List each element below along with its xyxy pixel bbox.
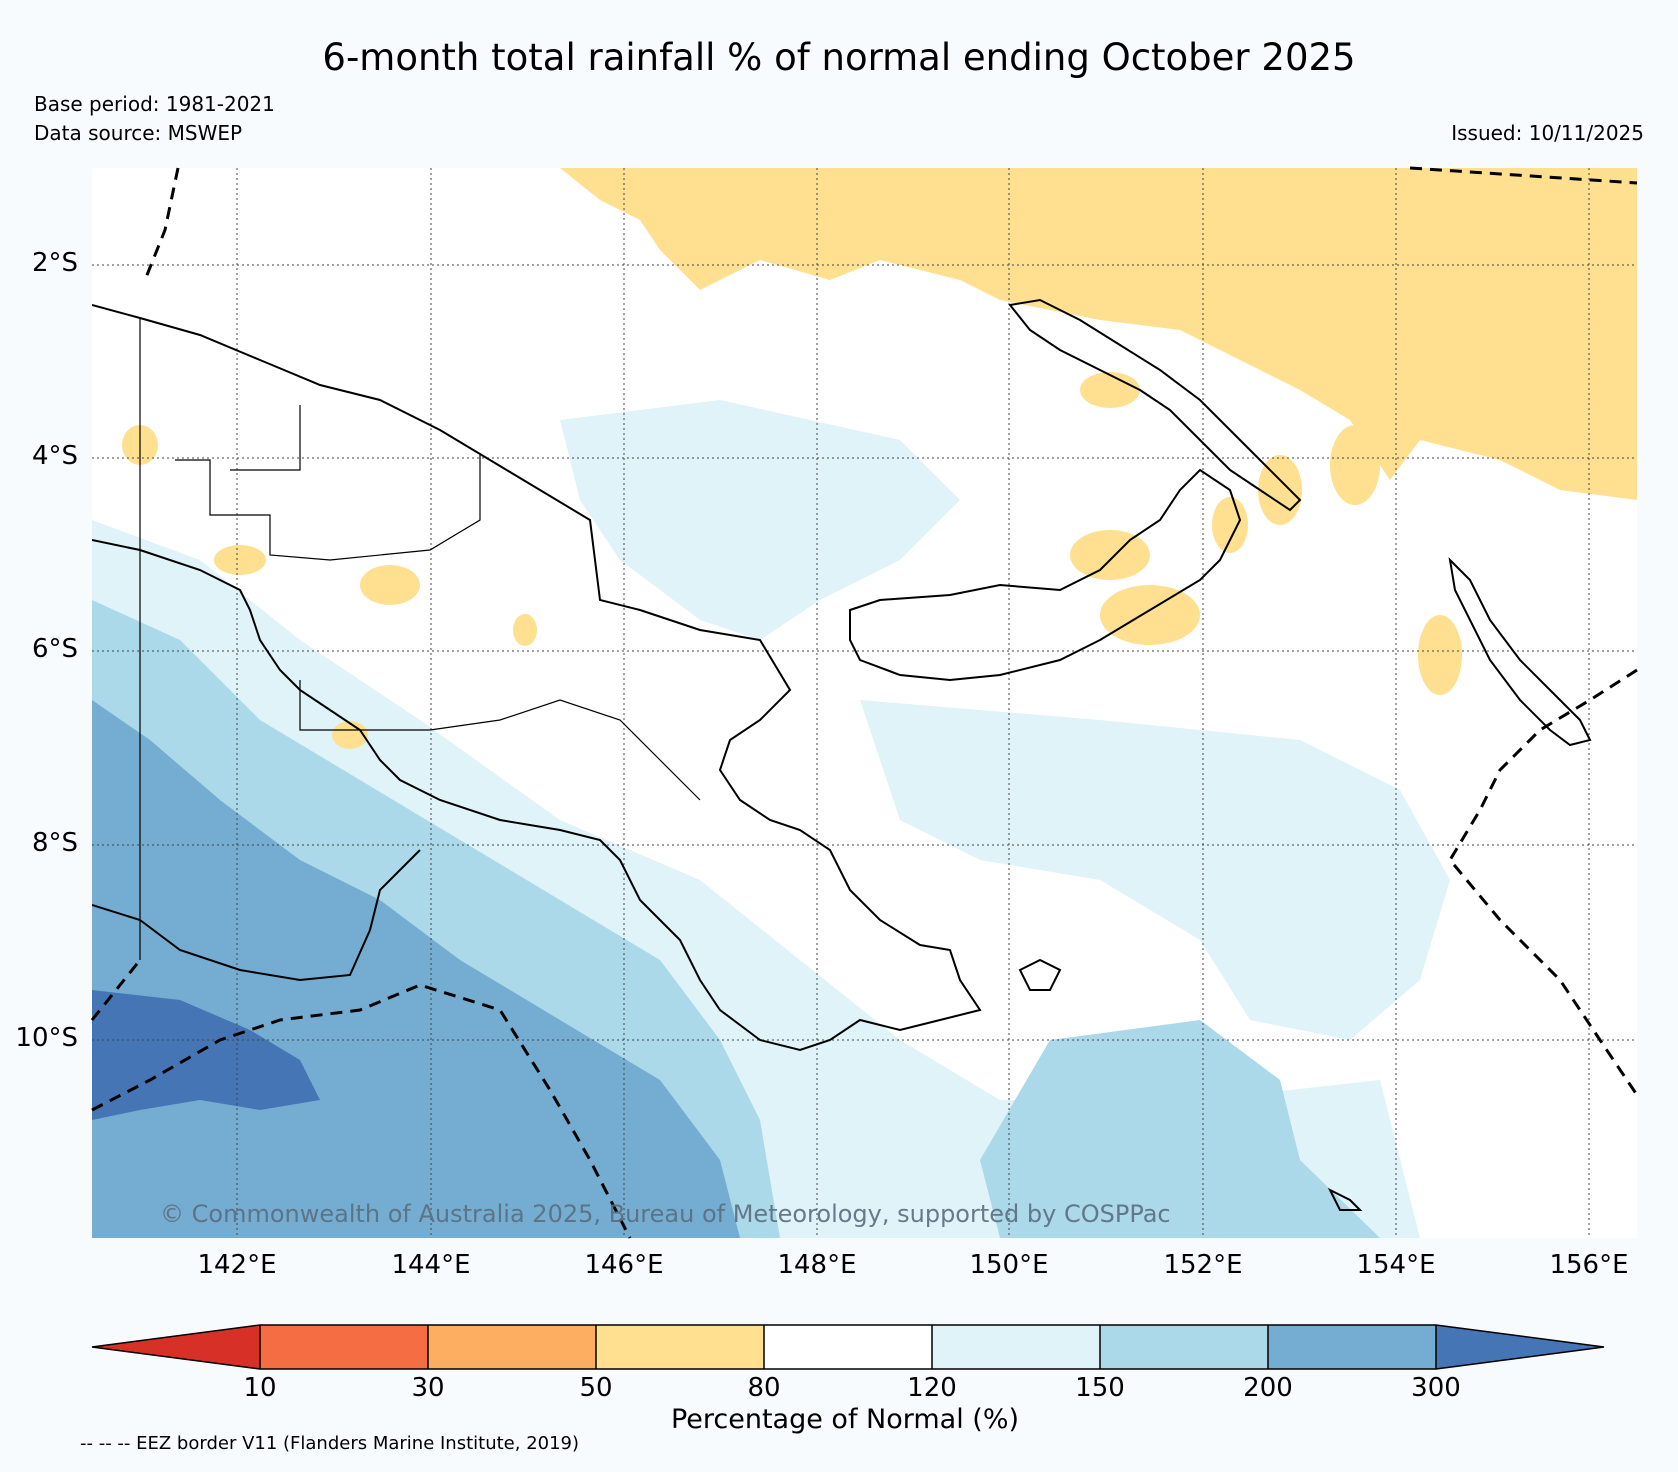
louisiade-islands [1327, 1187, 1363, 1211]
dry-patch [1080, 372, 1140, 408]
dry-patch [1258, 455, 1302, 525]
base-period: Base period: 1981-2021 [34, 92, 275, 116]
lat-label-6s: 6°S [31, 634, 78, 664]
chart-title: 6-month total rainfall % of normal endin… [322, 36, 1356, 79]
lat-label-10s: 10°S [15, 1023, 78, 1053]
colorbar-swatch [764, 1325, 932, 1369]
graticule [92, 168, 1637, 1238]
colorbar-title: Percentage of Normal (%) [670, 1404, 1020, 1435]
colorbar-swatch [596, 1325, 764, 1369]
milne-bay-islands [1018, 958, 1062, 991]
wet-region-east [860, 700, 1450, 1040]
lat-label-4s: 4°S [31, 441, 78, 471]
lat-label-8s: 8°S [31, 828, 78, 858]
colorbar-swatch [260, 1325, 428, 1369]
dry-patch [1212, 497, 1248, 553]
new-britain-coast [849, 468, 1242, 682]
dry-patch [1418, 615, 1462, 695]
dry-patch [214, 545, 266, 575]
data-source: Data source: MSWEP [34, 121, 243, 145]
colorbar-extend-high [1436, 1325, 1604, 1369]
provincial-borders [139, 318, 701, 960]
dry-patch [1330, 425, 1380, 505]
eez-border [90, 166, 1639, 1239]
lon-label-142e: 142°E [197, 1250, 277, 1280]
colorbar-swatch [932, 1325, 1100, 1369]
wet-region-southwest-4 [92, 990, 320, 1120]
colorbar-tick-label: 50 [579, 1373, 613, 1403]
dry-patch [1070, 530, 1150, 580]
colorbar-tick-label: 10 [243, 1373, 277, 1403]
colorbar-tick-label: 120 [907, 1373, 957, 1403]
colorbar-tick-label: 300 [1411, 1373, 1461, 1403]
new-ireland-coast [1008, 298, 1302, 512]
eez-note: -- -- -- EEZ border V11 (Flanders Marine… [80, 1433, 580, 1454]
lat-label-2s: 2°S [31, 248, 78, 278]
dry-patch [332, 721, 368, 749]
wet-region-central [560, 400, 960, 640]
dry-patch [513, 614, 537, 646]
wet-region-southeast [980, 1020, 1380, 1238]
colorbar-extend-low [92, 1325, 260, 1369]
dry-patch [360, 565, 420, 605]
lon-label-148e: 148°E [777, 1250, 857, 1280]
colorbar-swatch [1268, 1325, 1436, 1369]
bougainville-coast [1448, 557, 1592, 747]
colorbar-tick-label: 200 [1243, 1373, 1293, 1403]
lon-label-152e: 152°E [1163, 1250, 1243, 1280]
issued-date: Issued: 10/11/2025 [1451, 121, 1644, 145]
lon-label-156e: 156°E [1549, 1250, 1629, 1280]
southern-coast [92, 849, 421, 982]
rainfall-shading [92, 168, 1637, 1238]
lon-label-146e: 146°E [584, 1250, 664, 1280]
lon-label-144e: 144°E [391, 1250, 471, 1280]
copyright-watermark: © Commonwealth of Australia 2025, Bureau… [160, 1200, 1171, 1228]
colorbar-swatch [428, 1325, 596, 1369]
dry-patch [1100, 585, 1200, 645]
colorbar-tick-label: 30 [411, 1373, 445, 1403]
colorbar-tick-label: 150 [1075, 1373, 1125, 1403]
colorbar-swatch [1100, 1325, 1268, 1369]
colorbar-tick-label: 80 [747, 1373, 781, 1403]
dry-region-north [560, 168, 1637, 500]
lon-label-150e: 150°E [969, 1250, 1049, 1280]
lon-label-154e: 154°E [1356, 1250, 1436, 1280]
